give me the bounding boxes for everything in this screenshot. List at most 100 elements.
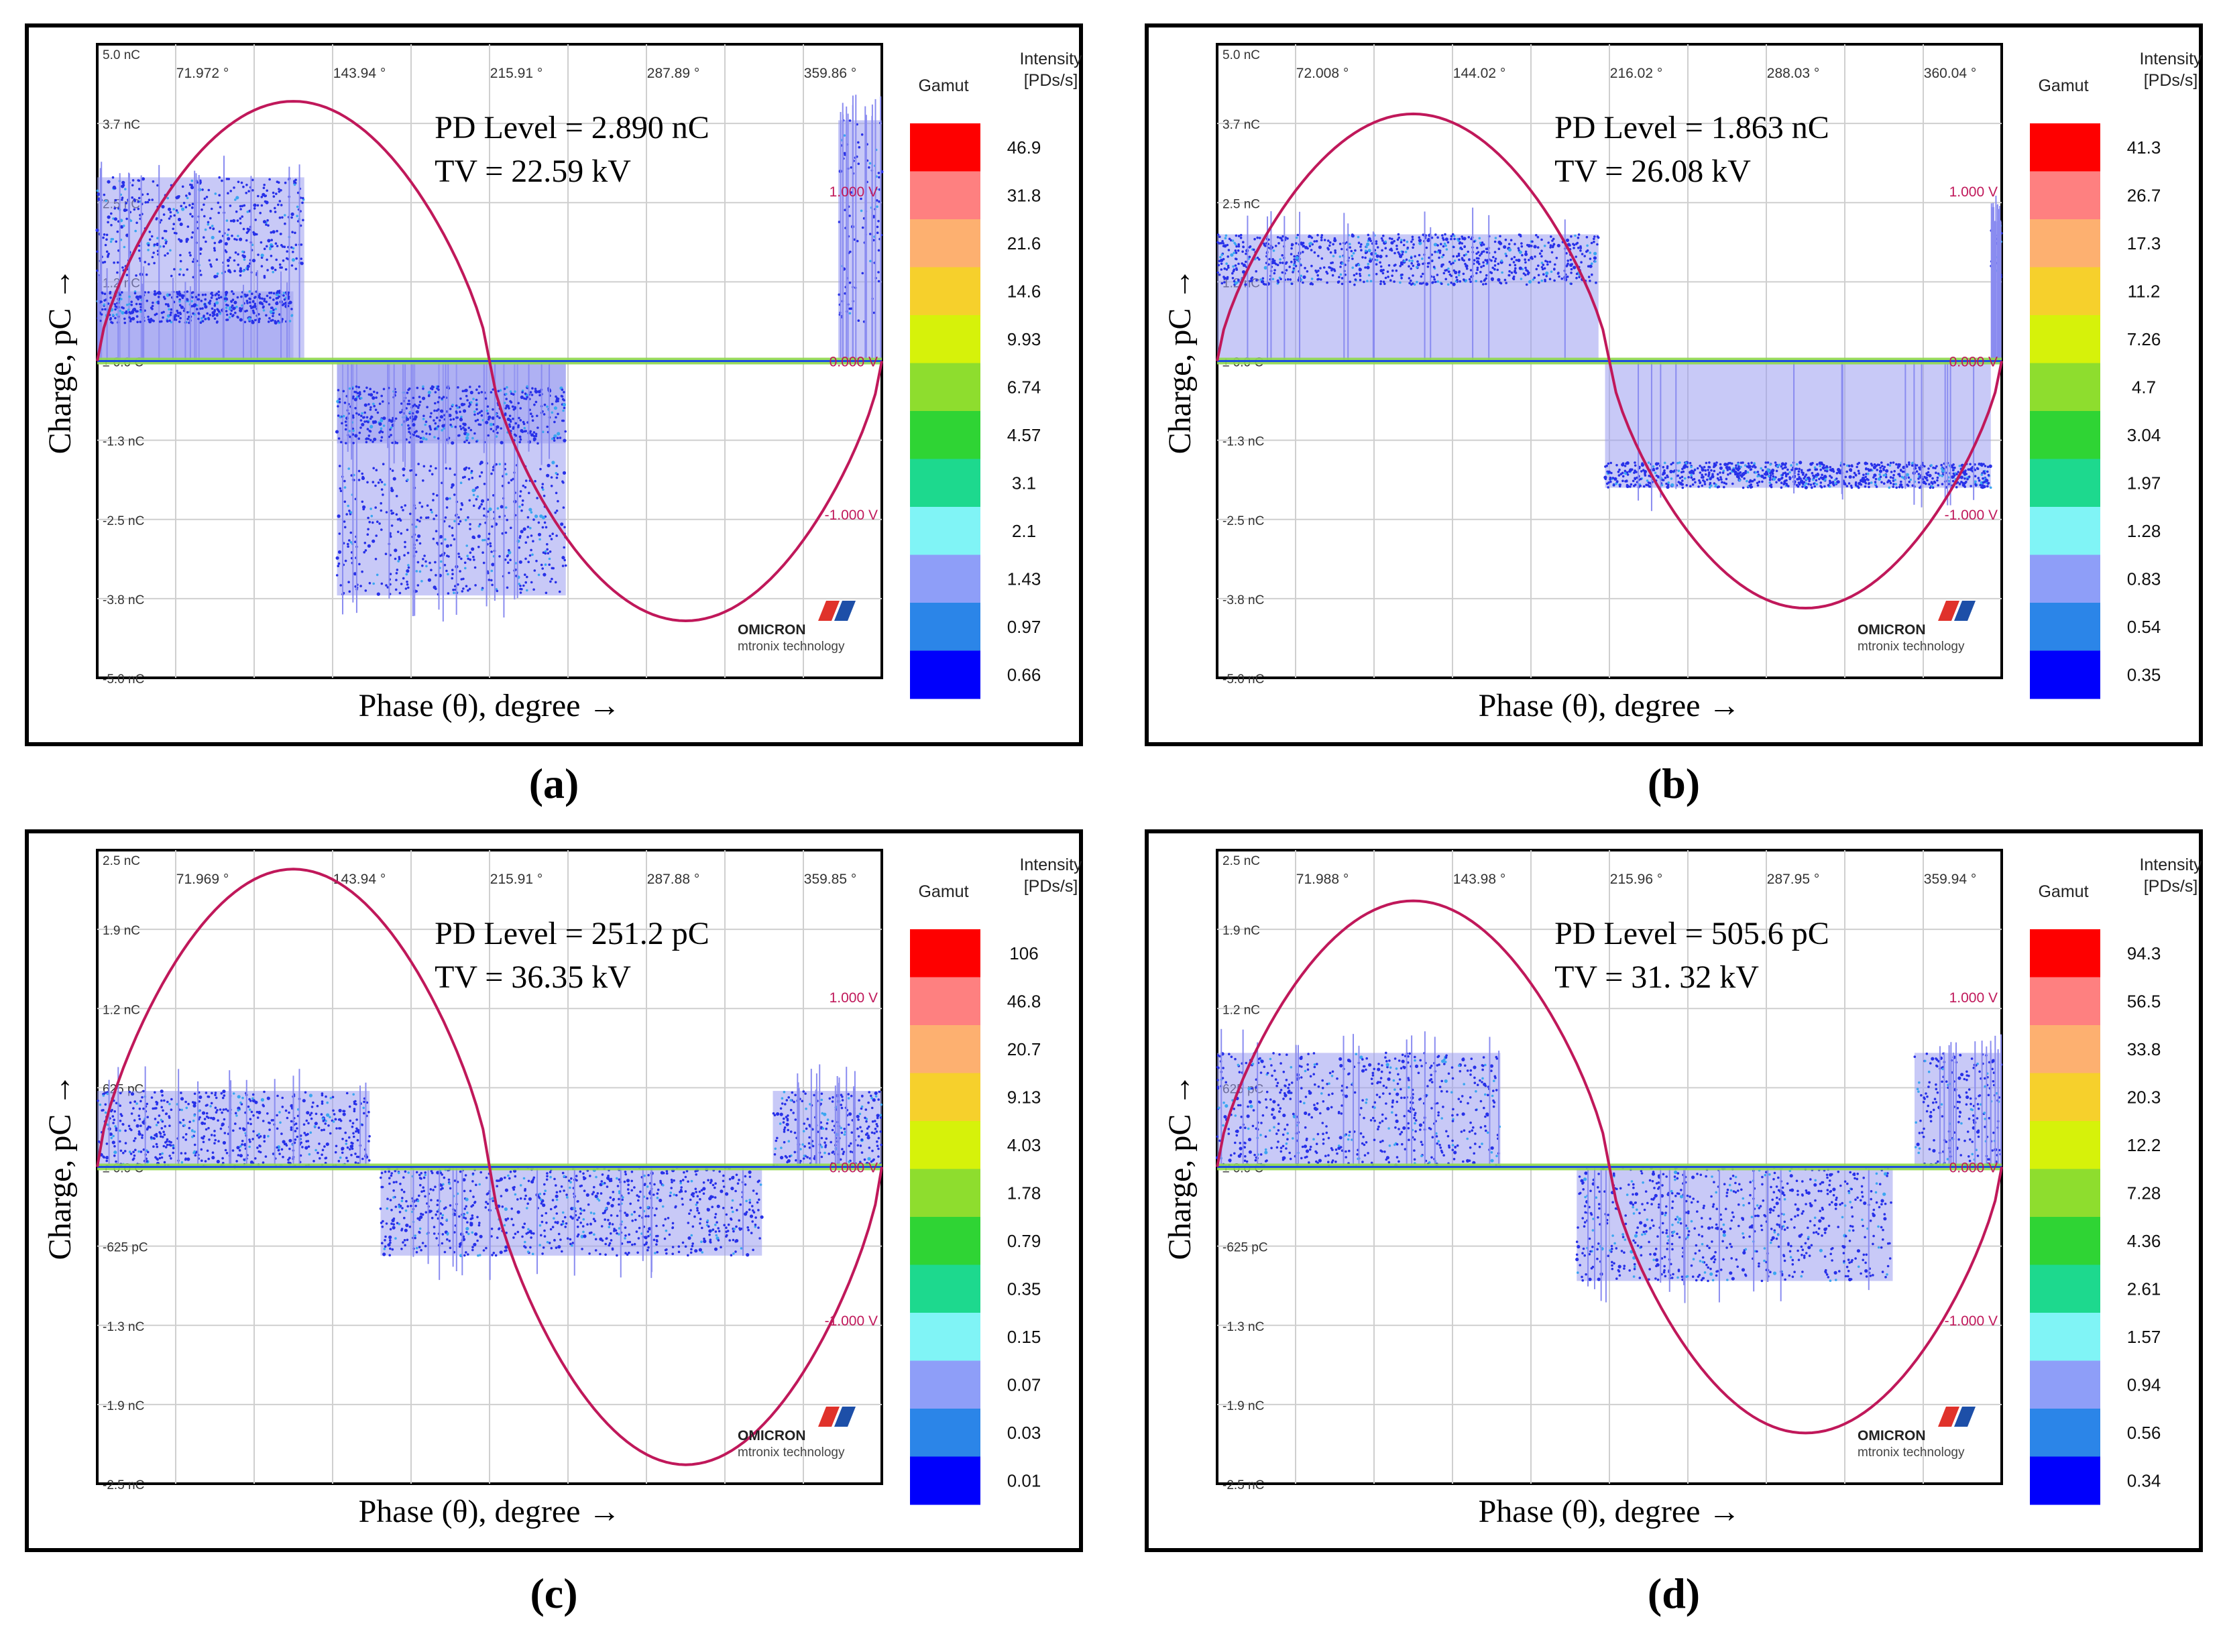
pd-pulse	[206, 312, 209, 315]
pd-pulse	[1235, 251, 1238, 254]
pd-pulse	[348, 590, 351, 593]
pd-pulse	[1585, 235, 1589, 239]
pd-pulse	[144, 201, 148, 204]
pd-pulse	[335, 556, 339, 560]
pd-pulse	[1318, 245, 1322, 249]
ytick-label: -1.9 nC	[103, 1399, 144, 1413]
pd-pulse	[517, 424, 520, 427]
pd-pulse	[1803, 477, 1805, 480]
pd-pulse	[518, 495, 522, 497]
pd-pulse	[483, 483, 486, 485]
pd-pulse	[1927, 471, 1930, 474]
pd-pulse	[159, 292, 162, 295]
pd-pulse	[1545, 275, 1548, 278]
pd-pulse	[172, 1146, 175, 1150]
pd-pulse	[1786, 468, 1789, 471]
pd-pulse	[248, 1108, 251, 1111]
pd-pulse	[170, 1157, 172, 1160]
pd-pulse	[1936, 476, 1939, 479]
pd-pulse	[1478, 237, 1481, 240]
pd-pulse	[283, 245, 286, 249]
pd-pulse	[352, 442, 355, 445]
pd-pulse	[367, 420, 369, 424]
pd-pulse	[1670, 477, 1673, 480]
pd-pulse	[361, 1124, 363, 1126]
pd-pulse	[1750, 461, 1753, 465]
pd-pulse	[127, 308, 130, 311]
pd-pulse	[1512, 261, 1516, 263]
pd-pulse	[857, 319, 860, 322]
pd-pulse	[1573, 247, 1575, 249]
pd-pulse	[183, 1124, 186, 1127]
pd-pulse	[1349, 280, 1351, 284]
pd-pulse	[1941, 483, 1944, 485]
pd-pulse	[1490, 272, 1493, 274]
pd-pulse	[1812, 478, 1815, 481]
pd-pulse	[1440, 282, 1443, 286]
pd-pulse	[144, 291, 146, 294]
pd-pulse	[1701, 484, 1704, 487]
pd-pulse	[1887, 479, 1890, 482]
pd-pulse	[315, 1148, 317, 1152]
pd-pulse	[1387, 264, 1391, 267]
pd-pulse	[1446, 283, 1450, 286]
pd-pulse	[193, 1150, 196, 1153]
pd-pulse	[418, 520, 421, 523]
ytick-label: -5.0 nC	[103, 672, 144, 687]
pd-pulse	[1444, 233, 1446, 236]
pd-pulse	[168, 1124, 171, 1127]
pd-pulse	[876, 231, 879, 235]
gamut-value: 2.1	[1012, 521, 1036, 541]
pd-pulse	[246, 211, 249, 213]
pd-pulse	[543, 521, 547, 524]
pd-pulse	[227, 237, 231, 241]
pd-pulse	[439, 410, 443, 412]
pd-pulse	[239, 318, 243, 322]
pd-pulse	[472, 493, 475, 497]
pd-pulse	[1883, 465, 1886, 469]
pd-pulse	[519, 585, 522, 587]
pd-pulse	[1300, 274, 1303, 278]
pd-pulse	[1856, 485, 1860, 488]
gamut-swatch	[910, 650, 980, 699]
pd-pulse	[114, 308, 117, 311]
pd-pulse	[111, 314, 115, 316]
pd-pulse	[1458, 237, 1461, 241]
pd-pulse	[492, 494, 495, 497]
pd-pulse	[1230, 239, 1233, 242]
pd-pulse	[154, 1118, 157, 1120]
pd-pulse	[1452, 245, 1455, 249]
pd-pulse	[1492, 255, 1495, 259]
gamut-swatch	[2030, 507, 2100, 555]
pd-pulse	[1587, 265, 1590, 268]
pd-pulse	[385, 511, 388, 514]
pd-pulse	[117, 249, 120, 252]
pd-pulse	[146, 1102, 149, 1106]
pd-pulse	[234, 1122, 237, 1125]
pd-pulse	[362, 508, 365, 511]
pd-pulse	[848, 312, 852, 315]
pd-pulse	[553, 439, 556, 442]
pd-pulse	[1514, 263, 1517, 267]
panel-a: 5.0 nC3.7 nC2.5 nC1.2 nC± 0.0 C-1.3 nC-2…	[25, 23, 1083, 746]
pd-pulse	[868, 166, 870, 169]
pd-pulse	[346, 1159, 349, 1163]
pd-pulse	[467, 426, 470, 429]
pd-pulse	[115, 313, 118, 316]
pd-pulse	[223, 1132, 227, 1134]
pd-pulse	[161, 1152, 164, 1155]
pd-pulse	[1465, 279, 1468, 282]
pd-pulse	[1320, 257, 1324, 260]
pd-pulse	[1430, 259, 1434, 263]
pd-pulse	[1691, 483, 1695, 486]
pd-pulse	[1341, 247, 1343, 251]
pd-pulse	[1331, 274, 1334, 277]
pd-pulse	[99, 319, 102, 322]
pd-pulse	[158, 1114, 161, 1117]
pd-pulse	[137, 196, 141, 200]
pd-pulse	[451, 534, 454, 537]
pd-pulse	[341, 422, 343, 425]
pd-pulse	[1444, 269, 1446, 272]
pd-pulse	[161, 1094, 164, 1097]
